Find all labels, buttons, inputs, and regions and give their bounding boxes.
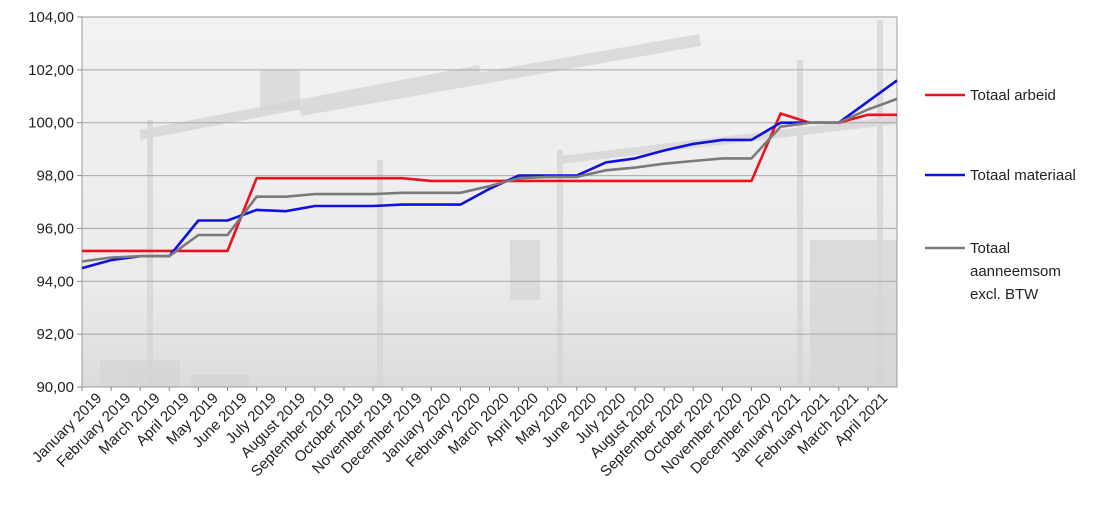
y-tick-label: 96,00 bbox=[36, 220, 74, 237]
y-tick-label: 94,00 bbox=[36, 273, 74, 290]
y-tick-label: 100,00 bbox=[28, 115, 74, 132]
legend-label: Totaal bbox=[970, 240, 1010, 257]
y-tick-label: 98,00 bbox=[36, 168, 74, 185]
y-tick-label: 104,00 bbox=[28, 9, 74, 26]
y-tick-label: 92,00 bbox=[36, 326, 74, 343]
series-line-1 bbox=[82, 112, 897, 253]
plot-area bbox=[81, 16, 898, 388]
legend-label: Totaal arbeid bbox=[970, 87, 1056, 104]
y-tick-label: 90,00 bbox=[36, 379, 74, 396]
background-photo-blocks bbox=[100, 70, 897, 387]
legend-label: excl. BTW bbox=[970, 286, 1039, 303]
series-group bbox=[81, 79, 898, 270]
series-line-3 bbox=[81, 97, 898, 263]
background-photo-decoration bbox=[139, 20, 898, 387]
legend: Totaal arbeid Totaal materiaal Totaal aanne… bbox=[925, 87, 1076, 303]
legend-label: aanneemsom bbox=[970, 263, 1061, 280]
series-line-2 bbox=[81, 79, 898, 270]
gridlines bbox=[82, 69, 897, 335]
legend-label: Totaal materiaal bbox=[970, 167, 1076, 184]
y-axis: 90,00 92,00 94,00 96,00 98,00 100,00 102,00 104… bbox=[28, 9, 82, 396]
y-tick-label: 102,00 bbox=[28, 62, 74, 79]
